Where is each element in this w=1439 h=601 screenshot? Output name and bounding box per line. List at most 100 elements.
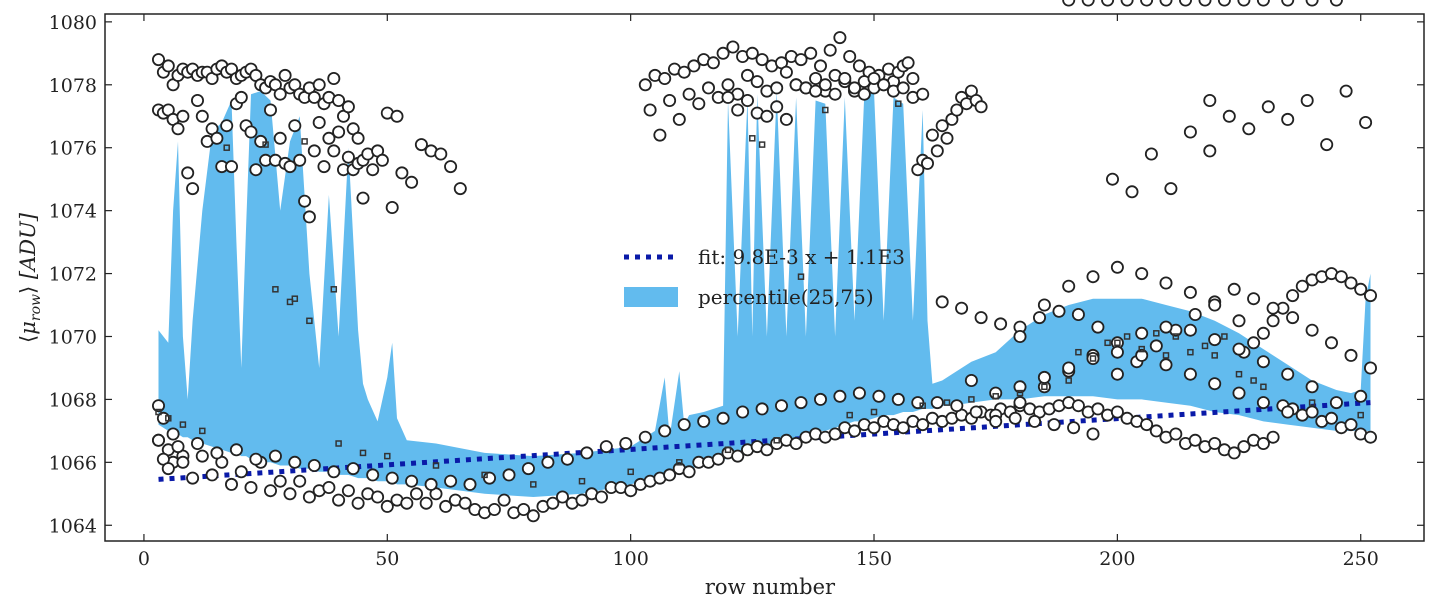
data-point <box>463 477 477 491</box>
data-point <box>950 399 964 413</box>
data-point <box>599 440 613 454</box>
data-point <box>750 75 764 89</box>
x-tick-label: 150 <box>856 548 892 570</box>
y-axis-label-text: ⟨μrow⟩ [ADU] <box>16 212 44 343</box>
data-point <box>1329 0 1343 7</box>
data-point <box>1344 348 1358 362</box>
data-point <box>453 182 467 196</box>
data-point <box>1344 418 1358 432</box>
median-marker <box>968 396 975 403</box>
data-point <box>1364 430 1378 444</box>
data-point <box>229 443 243 457</box>
data-point <box>1047 418 1061 432</box>
data-point <box>278 68 292 82</box>
data-point <box>1013 329 1027 343</box>
data-point <box>171 122 185 136</box>
median-marker <box>1211 352 1218 359</box>
data-point <box>930 144 944 158</box>
data-point <box>317 160 331 174</box>
data-point <box>385 200 399 214</box>
data-point <box>1281 405 1295 419</box>
data-point <box>638 78 652 92</box>
data-point <box>195 449 209 463</box>
data-point <box>332 493 346 507</box>
data-point <box>1305 0 1319 7</box>
median-marker <box>272 286 279 293</box>
data-point <box>1334 270 1348 284</box>
data-point <box>1101 0 1115 7</box>
median-marker <box>1187 348 1194 356</box>
data-point <box>234 465 248 479</box>
data-point <box>161 462 175 476</box>
data-point <box>1159 320 1173 334</box>
data-point <box>487 502 501 516</box>
data-point <box>580 446 594 460</box>
data-point <box>444 160 458 174</box>
median-marker <box>578 477 586 485</box>
data-point <box>517 502 531 516</box>
data-point <box>205 468 219 482</box>
median-marker <box>199 427 206 435</box>
data-point <box>1266 301 1280 315</box>
data-point <box>171 440 185 454</box>
data-point <box>677 65 691 79</box>
y-tick-label: 1076 <box>49 138 97 160</box>
x-tick-label: 100 <box>613 548 649 570</box>
data-point <box>307 144 321 158</box>
data-point <box>872 389 886 403</box>
data-point <box>658 72 672 86</box>
data-point <box>838 72 852 86</box>
data-point <box>390 109 404 123</box>
data-point <box>273 87 287 101</box>
data-point <box>273 474 287 488</box>
data-point <box>794 53 808 67</box>
data-point <box>1325 411 1339 425</box>
x-tick-label: 200 <box>1099 548 1135 570</box>
y-tick-label: 1074 <box>49 201 97 223</box>
data-point <box>395 166 409 180</box>
data-point <box>643 103 657 117</box>
x-tick-label: 50 <box>375 548 399 570</box>
y-tick-label: 1070 <box>49 326 97 348</box>
median-marker <box>1016 389 1024 397</box>
data-point <box>1159 0 1173 7</box>
data-point <box>1008 411 1022 425</box>
data-point <box>794 396 808 410</box>
data-point <box>1354 282 1368 296</box>
data-point <box>224 160 238 174</box>
data-point <box>341 100 355 114</box>
median-marker <box>1123 333 1131 340</box>
data-point <box>1110 345 1124 359</box>
data-point <box>151 53 165 67</box>
data-point <box>1281 367 1295 381</box>
data-point <box>302 490 316 504</box>
data-point <box>371 490 385 504</box>
data-point <box>302 210 316 224</box>
data-point <box>181 166 195 180</box>
data-point <box>1183 323 1197 337</box>
data-point <box>224 477 238 491</box>
data-point <box>1203 144 1217 158</box>
data-point <box>692 97 706 111</box>
data-point <box>210 446 224 460</box>
data-point <box>1217 0 1231 7</box>
data-point <box>1242 122 1256 136</box>
data-point <box>828 87 842 101</box>
data-point <box>741 94 755 108</box>
median-marker <box>846 411 853 419</box>
median-marker <box>223 144 230 151</box>
data-point <box>1354 389 1368 403</box>
data-point <box>867 421 881 435</box>
data-point <box>249 163 263 177</box>
data-point <box>1062 279 1076 293</box>
data-point <box>843 50 857 64</box>
data-point <box>809 72 823 86</box>
median-marker <box>1075 348 1082 356</box>
data-point <box>1140 418 1154 432</box>
median-marker <box>870 408 878 416</box>
median-marker <box>1235 370 1243 378</box>
data-point <box>351 496 365 510</box>
data-point <box>901 56 915 70</box>
data-point <box>906 72 920 86</box>
data-point <box>458 496 472 510</box>
